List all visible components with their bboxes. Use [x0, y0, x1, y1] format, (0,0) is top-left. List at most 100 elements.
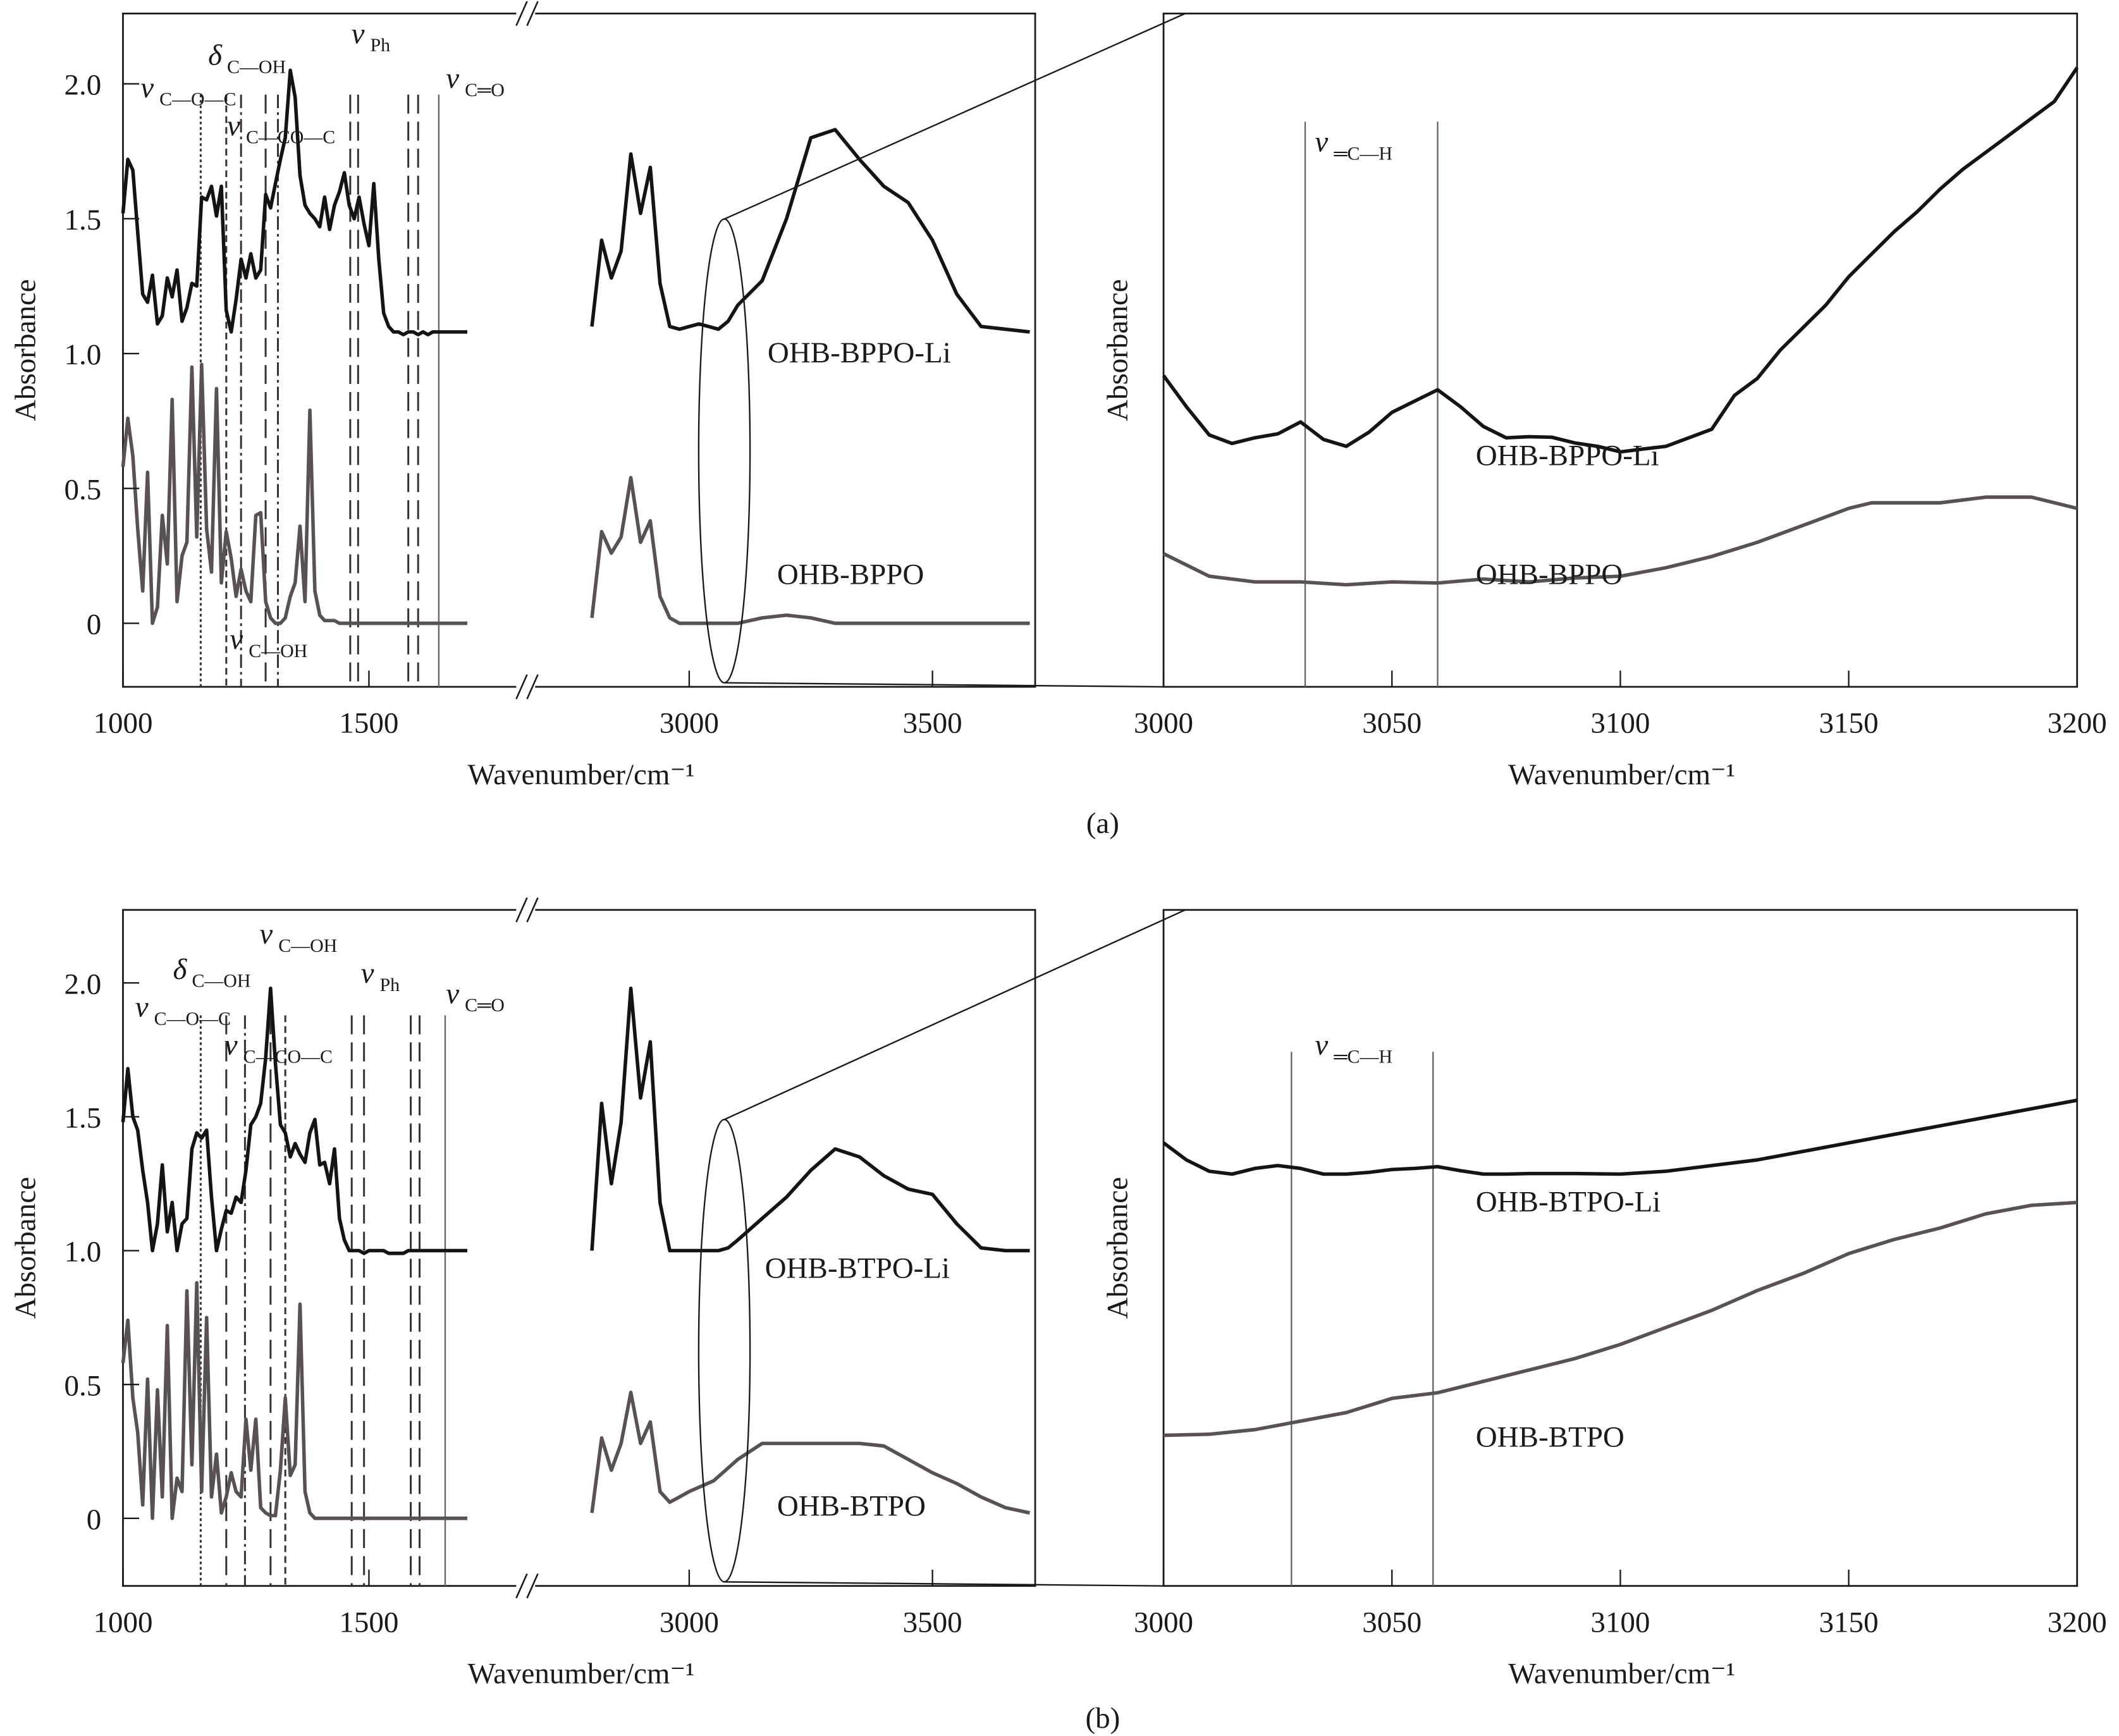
zoom-region-ellipse [697, 218, 751, 684]
annotation-symbol: v [135, 991, 149, 1024]
x-tick-label: 3150 [1819, 1606, 1879, 1639]
x-axis-title: Wavenumber/cm⁻¹ [468, 1658, 695, 1690]
annotation-subscript: C—OH [249, 641, 307, 662]
band-annotation: v C—O—C [140, 71, 236, 110]
annotation-symbol: v [140, 71, 154, 104]
caption-b: (b) [1085, 1702, 1120, 1735]
series-label: OHB-BPPO-Li [768, 336, 951, 369]
zoom-connector-line [724, 682, 1164, 688]
axis-break-mark [526, 1, 539, 27]
series-line-ohb-btpo-li [1162, 1099, 2078, 1176]
annotation-symbol: v [446, 62, 459, 95]
axis-break-mark [526, 1573, 539, 1599]
axis-break-mark [515, 674, 528, 699]
y-tick-label: 0.5 [64, 473, 102, 506]
series-line-ohb-btpo-li [121, 986, 1030, 1255]
band-annotation: v C—CO—C [227, 109, 335, 148]
axis-break-mark [526, 897, 539, 923]
zoom-connector-line [724, 13, 1186, 220]
zoom-connector-line [724, 909, 1186, 1121]
annotation-subscript: C—CO—C [243, 1046, 333, 1067]
series-label: OHB-BTPO-Li [1476, 1186, 1661, 1219]
annotation-subscript: C—OH [227, 56, 286, 77]
series-label: OHB-BTPO [1476, 1420, 1625, 1453]
x-tick-label: 3050 [1362, 1606, 1422, 1639]
x-tick-label: 3000 [660, 707, 719, 740]
zoom-connector-line [724, 1581, 1164, 1587]
x-tick-label: 1000 [93, 1606, 152, 1639]
zoom-region-ellipse [697, 1118, 751, 1583]
annotation-symbol: δ [173, 953, 188, 986]
annotation-symbol: v [227, 109, 240, 142]
y-tick-label: 1.5 [64, 204, 102, 237]
band-annotation: v C═O [446, 62, 505, 101]
axis-break-mark [515, 1573, 528, 1599]
annotation-subscript: C—O—C [159, 89, 236, 110]
axis-break-mark [515, 1, 528, 27]
series-label: OHB-BTPO-Li [765, 1252, 950, 1284]
axis-break-mark [526, 674, 539, 699]
annotation-subscript: C—O—C [154, 1008, 231, 1029]
series-label: OHB-BPPO [777, 558, 924, 591]
annotation-symbol: v [230, 623, 243, 656]
annotation-symbol: v [259, 918, 273, 951]
series-line-ohb-btpo [1163, 1200, 2077, 1437]
y-axis-title: Absorbance [1101, 1177, 1134, 1319]
x-tick-label: 3100 [1590, 1606, 1650, 1639]
band-annotation: v Ph [361, 957, 400, 995]
x-axis-title: Wavenumber/cm⁻¹ [1508, 758, 1735, 791]
annotation-subscript: C═O [465, 80, 505, 101]
x-tick-label: 3050 [1362, 707, 1422, 740]
band-annotation: δ C—OH [208, 39, 286, 78]
panel-a-full-spectrum: OHB-BPPO-Li OHB-BPPO 1000 1500 3000 3500 0 0.5 1… [9, 1, 1186, 791]
y-tick-label: 0.5 [64, 1369, 102, 1402]
annotation-subscript: ═C—H [1333, 1046, 1392, 1067]
y-tick-label: 0 [87, 1503, 102, 1536]
y-tick-label: 1.0 [64, 1236, 102, 1269]
x-tick-label: 1500 [339, 1606, 398, 1639]
y-tick-label: 1.0 [64, 338, 102, 371]
annotation-symbol: v [1315, 125, 1328, 158]
x-tick-label: 3100 [1590, 707, 1650, 740]
band-annotation: v C—O—C [135, 991, 231, 1030]
plot-frame [1162, 12, 2079, 688]
annotation-subscript: C—OH [192, 971, 250, 992]
y-axis-title: Absorbance [9, 279, 42, 421]
x-tick-label: 1000 [93, 707, 152, 740]
y-tick-label: 0 [87, 608, 102, 641]
plot-frame [1162, 909, 2079, 1587]
annotation-subscript: ═C—H [1333, 143, 1392, 164]
band-annotation: v C—OH [259, 918, 337, 956]
x-axis-title: Wavenumber/cm⁻¹ [1508, 1658, 1735, 1690]
y-axis-title: Absorbance [9, 1177, 42, 1319]
x-tick-label: 3200 [2048, 1606, 2107, 1639]
series-label: OHB-BPPO-Li [1476, 439, 1659, 472]
x-tick-label: 3200 [2048, 707, 2107, 740]
y-axis-title: Absorbance [1101, 279, 1134, 421]
annotation-subscript: C—CO—C [246, 127, 335, 148]
band-annotation: v C═O [446, 977, 505, 1016]
series-line-ohb-bppo [121, 362, 1030, 625]
panel-b-full-spectrum: OHB-BTPO-Li OHB-BTPO 1000 1500 3000 3500 0 0.5 1… [9, 897, 1186, 1690]
x-tick-label: 1500 [339, 707, 398, 740]
annotation-symbol: δ [208, 39, 223, 72]
band-annotation: v C—CO—C [224, 1029, 333, 1068]
annotation-symbol: v [1315, 1029, 1328, 1062]
series-line-ohb-btpo [121, 1281, 1031, 1520]
band-annotation: v ═C—H [1315, 1029, 1392, 1068]
x-tick-label: 3000 [1134, 1606, 1193, 1639]
band-annotation: v Ph [352, 17, 391, 56]
annotation-subscript: C═O [465, 995, 505, 1016]
series-label: OHB-BPPO [1476, 558, 1623, 591]
caption-a: (a) [1086, 807, 1119, 840]
annotation-symbol: v [224, 1029, 238, 1062]
x-axis-title: Wavenumber/cm⁻¹ [468, 758, 695, 791]
band-annotation: v ═C—H [1315, 125, 1392, 164]
panel-a-zoom-spectrum: OHB-BPPO-Li OHB-BPPO 3000 3050 3100 3150 3200 W… [1101, 12, 2107, 791]
x-tick-label: 3000 [1134, 707, 1193, 740]
plot-frame [122, 12, 1036, 688]
annotation-symbol: v [361, 957, 374, 990]
band-annotation: δ C—OH [173, 953, 251, 992]
annotation-subscript: Ph [371, 35, 391, 56]
